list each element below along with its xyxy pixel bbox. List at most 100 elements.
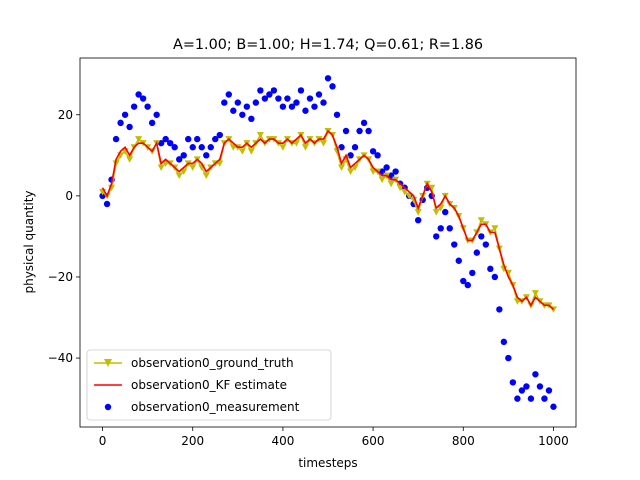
ground-truth-marker [338, 164, 346, 171]
measurement-point [157, 139, 165, 147]
ground-truth-marker [202, 172, 210, 180]
measurement-point [103, 200, 111, 208]
measurement-point [414, 216, 422, 224]
measurement-point [126, 123, 133, 131]
measurement-point [469, 269, 476, 277]
ground-truth-marker [414, 209, 422, 216]
measurement-point [121, 111, 129, 118]
measurement-point [374, 152, 381, 159]
kf-estimate-series [101, 129, 554, 311]
measurement-point [442, 208, 449, 216]
measurement-point [541, 395, 548, 402]
measurement-point [437, 225, 444, 232]
plot-frame [79, 57, 577, 428]
measurement-point [518, 387, 526, 394]
measurement-point [198, 144, 205, 151]
measurement-point [369, 148, 377, 155]
measurement-point [207, 144, 214, 151]
ground-truth-marker [405, 192, 413, 200]
measurement-point [275, 95, 282, 102]
ground-truth-marker [432, 209, 440, 216]
measurement-point [234, 99, 242, 106]
ground-truth-marker [491, 225, 499, 232]
x-axis: 0 200 400 600 800 1000 [99, 427, 569, 448]
ground-truth-marker [189, 164, 197, 171]
y-tick-label: −40 [48, 351, 73, 365]
measurement-point [315, 91, 323, 98]
ground-truth-marker [180, 168, 188, 176]
ground-truth-marker [477, 217, 485, 224]
ground-truth-marker [437, 205, 445, 212]
measurement-point [491, 273, 499, 281]
measurement-point [365, 127, 372, 135]
y-axis: −40 −20 0 20 [48, 108, 80, 365]
ground-truth-marker [301, 144, 309, 151]
measurement-point [329, 83, 336, 90]
measurement-point [473, 249, 480, 256]
legend-swatch-ground-truth-marker [104, 359, 112, 367]
measurement-point [446, 225, 453, 232]
ground-truth-marker [126, 156, 134, 163]
measurement-point [360, 119, 368, 127]
ground-truth-marker [216, 160, 224, 167]
measurement-point [166, 139, 174, 147]
ground-truth-marker [292, 140, 300, 147]
ground-truth-marker [279, 144, 287, 151]
ground-truth-marker [229, 144, 237, 151]
measurement-point [117, 119, 124, 127]
measurement-point [545, 387, 553, 394]
measurement-point [482, 241, 490, 248]
measurement-point [153, 111, 160, 118]
measurement-point [135, 91, 142, 98]
y-tick-label: −20 [48, 270, 73, 284]
measurement-point [306, 95, 314, 102]
kf-estimate-line [101, 129, 554, 311]
measurement-point [320, 99, 327, 106]
measurement-point [171, 144, 178, 151]
measurement-point [221, 99, 228, 106]
measurement-point [261, 95, 269, 102]
measurement-point [455, 257, 462, 264]
measurement-point [148, 119, 156, 127]
legend-box [86, 349, 332, 421]
x-tick-label: 1000 [538, 434, 569, 448]
measurement-point [550, 403, 557, 410]
measurement-point [342, 127, 350, 135]
measurement-point [270, 87, 278, 94]
measurement-point [279, 103, 287, 110]
measurement-point [505, 354, 512, 362]
measurement-point [302, 107, 309, 114]
ground-truth-marker [396, 184, 404, 192]
measurement-point [460, 277, 467, 285]
measurement-point [527, 395, 535, 402]
measurement-point [144, 103, 151, 110]
legend: observation0_ground_truth observation0_K… [86, 349, 332, 421]
x-axis-label: timesteps [298, 456, 357, 470]
legend-label-kf-estimate: observation0_KF estimate [131, 378, 287, 392]
measurement-point [433, 233, 440, 240]
measurement-point [243, 103, 251, 110]
ground-truth-marker [175, 172, 183, 180]
measurement-point [311, 103, 318, 110]
measurement-point [189, 144, 196, 151]
measurement-point [509, 379, 517, 386]
measurement-point [225, 91, 232, 98]
ground-truth-marker [238, 148, 246, 155]
measurement-point [464, 281, 471, 289]
ground-truth-marker [351, 164, 359, 171]
ground-truth-marker [401, 188, 409, 196]
ground-truth-marker [428, 184, 436, 192]
measurement-point [297, 87, 305, 94]
ground-truth-marker [319, 140, 327, 147]
measurement-point [239, 111, 246, 118]
plot-content [99, 75, 557, 410]
measurement-point [130, 103, 138, 110]
measurement-point [162, 135, 169, 143]
measurement-point [180, 152, 187, 159]
ground-truth-marker [135, 136, 143, 143]
ground-truth-marker [256, 132, 264, 139]
ground-truth-marker [513, 298, 521, 305]
measurement-point [257, 87, 264, 94]
measurement-point [176, 156, 183, 163]
